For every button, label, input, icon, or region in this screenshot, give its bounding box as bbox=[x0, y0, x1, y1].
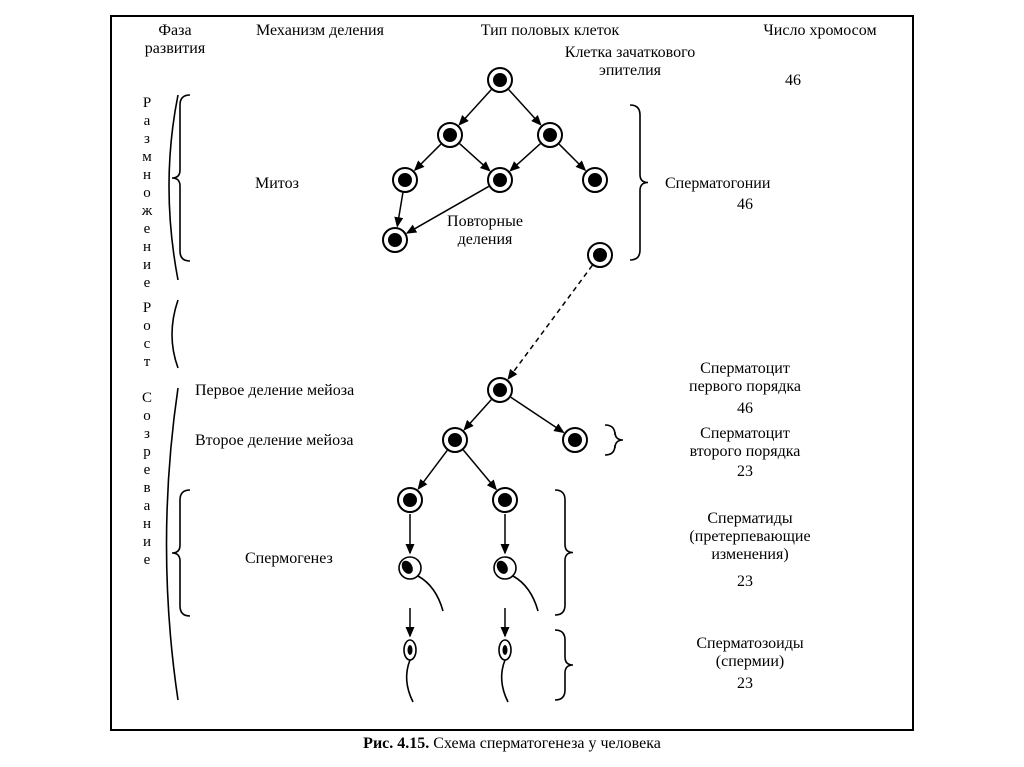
cell-l3c bbox=[583, 168, 607, 192]
cell-sp_a bbox=[398, 488, 422, 512]
spermatid-a bbox=[399, 557, 443, 611]
cell-l4a bbox=[383, 228, 407, 252]
cell-l3b bbox=[488, 168, 512, 192]
brace-spermatids bbox=[555, 490, 573, 615]
brace-spermiogenesis bbox=[172, 490, 190, 616]
brace-sc2 bbox=[605, 425, 623, 455]
arrow-sc1-sc2a bbox=[464, 400, 491, 430]
arrow-l2b-l3b bbox=[510, 144, 540, 171]
cell-l2a bbox=[438, 123, 462, 147]
arrow-top-l2b bbox=[509, 90, 541, 125]
arrow-l4b-sc1 bbox=[508, 265, 592, 378]
spermatid-b bbox=[494, 557, 538, 611]
arrow-l2b-l3c bbox=[559, 144, 585, 170]
cell-sc2a bbox=[443, 428, 467, 452]
arrow-l2a-l3a bbox=[415, 144, 441, 170]
cell-sp_b bbox=[493, 488, 517, 512]
arrow-sc2a-sp_b bbox=[463, 450, 496, 489]
cell-l3a bbox=[393, 168, 417, 192]
sperm-b bbox=[499, 640, 511, 702]
brace-spermatogonia bbox=[630, 105, 648, 260]
brace-sperm bbox=[555, 630, 573, 700]
cell-sc2b bbox=[563, 428, 587, 452]
bracket-phase-growth bbox=[172, 300, 178, 368]
cell-sc1 bbox=[488, 378, 512, 402]
sperm-a bbox=[404, 640, 416, 702]
bracket-phase-maturation bbox=[167, 388, 179, 700]
bracket-phase-mult bbox=[169, 95, 178, 280]
arrow-sc2a-sp_a bbox=[418, 450, 447, 488]
arrow-top-l2a bbox=[459, 90, 491, 125]
arrow-l3b-l4a bbox=[407, 186, 489, 233]
brace-mitosis-left bbox=[172, 95, 190, 261]
arrow-sc1-sc2b bbox=[511, 397, 564, 432]
cell-l2b bbox=[538, 123, 562, 147]
arrow-l2a-l3b bbox=[460, 144, 490, 171]
cell-top bbox=[488, 68, 512, 92]
arrow-l3a-l4a bbox=[397, 193, 403, 226]
diagram-svg bbox=[0, 0, 1024, 767]
cell-l4b bbox=[588, 243, 612, 267]
